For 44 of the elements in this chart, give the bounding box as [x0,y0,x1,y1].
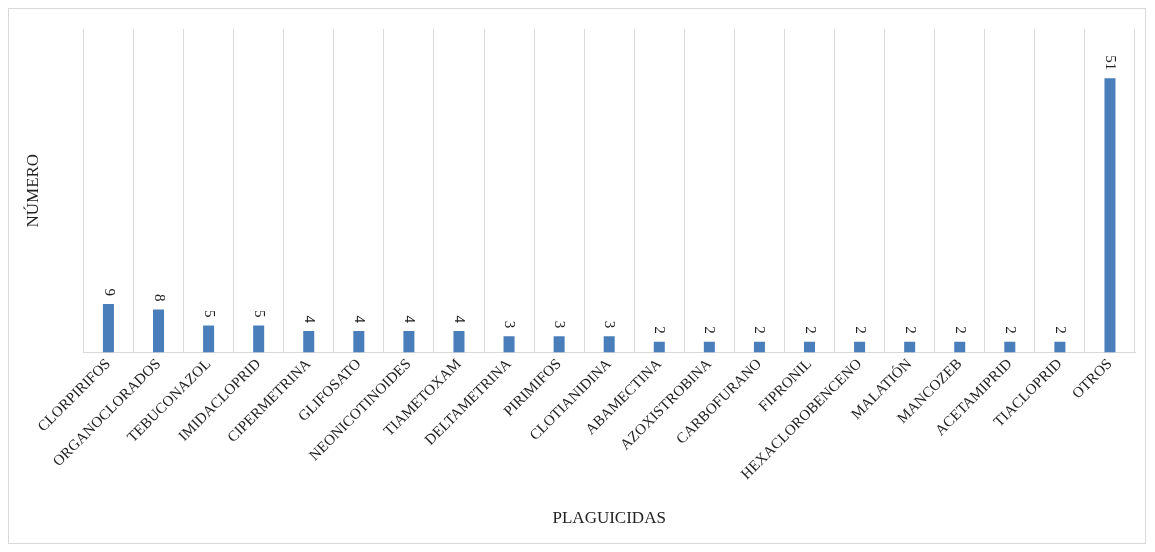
bar [303,330,315,353]
bar [1004,341,1016,353]
bar [403,330,415,353]
data-label: 51 [1103,55,1120,71]
bar [353,330,365,353]
bar [1104,78,1116,353]
bar [904,341,916,353]
bar [1054,341,1066,353]
data-label: 2 [902,326,919,334]
data-label: 9 [101,288,118,297]
bar [703,341,715,353]
bar [603,336,615,353]
data-label: 4 [452,315,469,324]
x-axis-title: PLAGUICIDAS [552,508,666,528]
data-label: 4 [301,315,318,324]
data-label: 2 [852,326,869,334]
data-label: 8 [151,293,168,302]
bar [653,341,665,353]
bar [503,336,515,353]
data-label: 5 [251,310,268,318]
data-label: 2 [1002,326,1019,334]
data-label: 5 [201,310,218,318]
y-axis-title: NÚMERO [22,153,42,228]
bar [804,341,816,353]
data-label: 2 [652,326,669,334]
bar [453,330,465,353]
data-label: 4 [401,315,418,324]
data-label: 2 [702,326,719,334]
data-label: 3 [602,320,619,329]
data-label: 3 [502,320,519,329]
bar [203,325,215,353]
bar [954,341,966,353]
bar [153,309,165,353]
data-label: 2 [952,326,969,334]
bar [553,336,565,353]
data-label: 2 [1052,326,1069,334]
bar [102,304,114,353]
data-label: 2 [752,326,769,334]
data-label: 4 [351,315,368,324]
data-label: 3 [552,320,569,329]
bar [854,341,866,353]
bar [253,325,265,353]
data-label: 2 [802,326,819,334]
bar [753,341,765,353]
